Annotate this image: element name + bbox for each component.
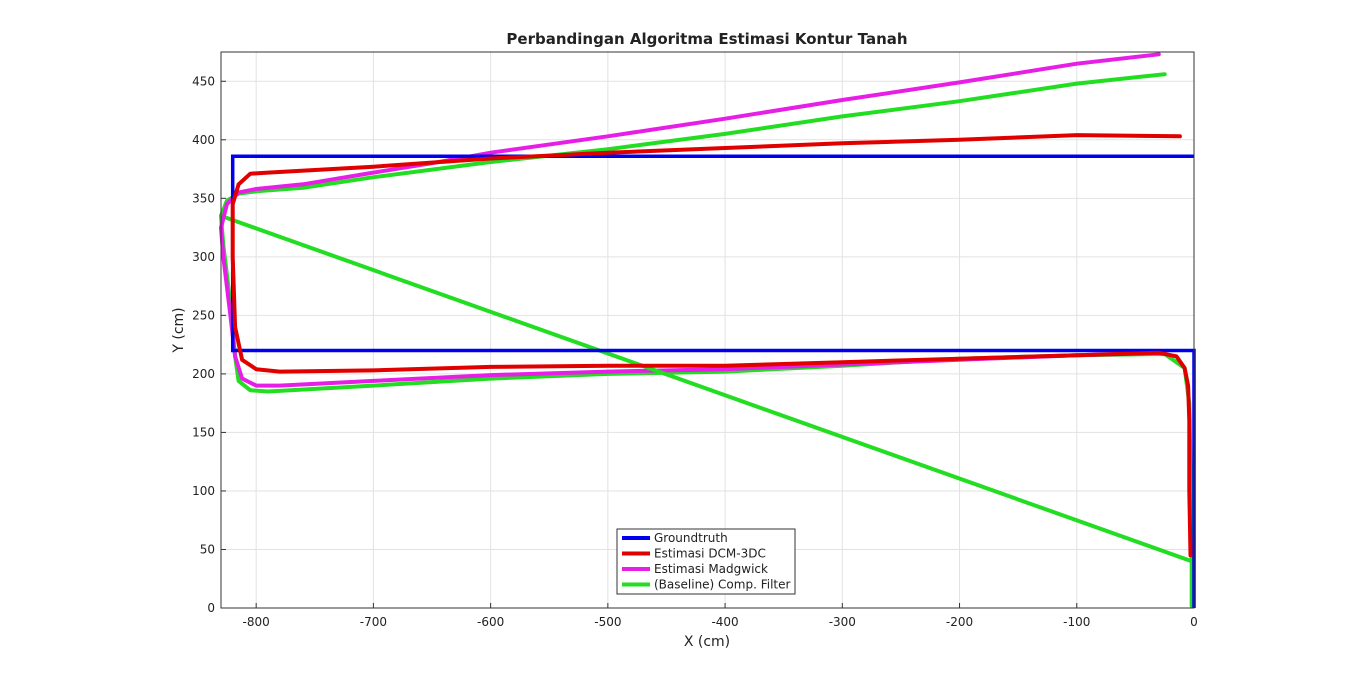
plot-frame bbox=[220, 51, 1195, 609]
legend-item-dcm-3dc-label: Estimasi DCM-3DC bbox=[654, 547, 766, 561]
x-tick-label: 0 bbox=[1190, 615, 1198, 629]
y-tick-label: 150 bbox=[192, 425, 215, 439]
legend-item-madgwick-label: Estimasi Madgwick bbox=[654, 562, 768, 576]
y-tick-label: 400 bbox=[192, 133, 215, 147]
series-line-comp-filter bbox=[219, 72, 1194, 608]
y-tick-label: 300 bbox=[192, 250, 215, 264]
y-tick-label: 250 bbox=[192, 308, 215, 322]
x-tick-label: -600 bbox=[477, 615, 504, 629]
y-axis-label: Y (cm) bbox=[171, 307, 187, 353]
y-tick-label: 100 bbox=[192, 484, 215, 498]
y-tick-label: 450 bbox=[192, 74, 215, 88]
x-tick-label: -500 bbox=[594, 615, 621, 629]
legend-item-groundtruth-label: Groundtruth bbox=[654, 531, 728, 545]
x-tick-label: -200 bbox=[946, 615, 973, 629]
legend-item-comp-filter-label: (Baseline) Comp. Filter bbox=[654, 578, 790, 592]
y-tick-label: 50 bbox=[200, 542, 215, 556]
x-tick-label: -400 bbox=[711, 615, 738, 629]
x-tick-label: -100 bbox=[1063, 615, 1090, 629]
series-line-madgwick bbox=[219, 52, 1161, 230]
x-tick-label: -300 bbox=[829, 615, 856, 629]
y-tick-label: 350 bbox=[192, 191, 215, 205]
y-tick-labels: 0 50 100 150 200 250 300 350 400 450 bbox=[192, 74, 215, 615]
x-axis-label: X (cm) bbox=[684, 634, 730, 650]
x-tick-label: -700 bbox=[360, 615, 387, 629]
x-tick-labels: -800 -700 -600 -500 -400 -300 -200 -100 0 bbox=[243, 615, 1198, 629]
y-tick-label: 200 bbox=[192, 367, 215, 381]
chart-title: Perbandingan Algoritma Estimasi Kontur T… bbox=[506, 30, 907, 48]
series-layer bbox=[219, 52, 1196, 608]
y-tick-label: 0 bbox=[207, 601, 215, 615]
series-line-dcm-3dc bbox=[230, 133, 1193, 558]
x-tick-label: -800 bbox=[243, 615, 270, 629]
series-line-madgwick-lower bbox=[219, 225, 1167, 388]
